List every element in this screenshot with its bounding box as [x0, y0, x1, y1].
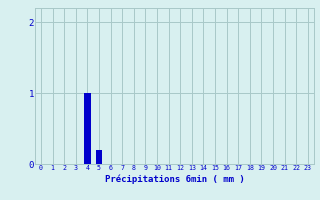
Bar	[84, 93, 91, 164]
X-axis label: Précipitations 6min ( mm ): Précipitations 6min ( mm )	[105, 174, 244, 184]
Bar	[96, 150, 102, 164]
